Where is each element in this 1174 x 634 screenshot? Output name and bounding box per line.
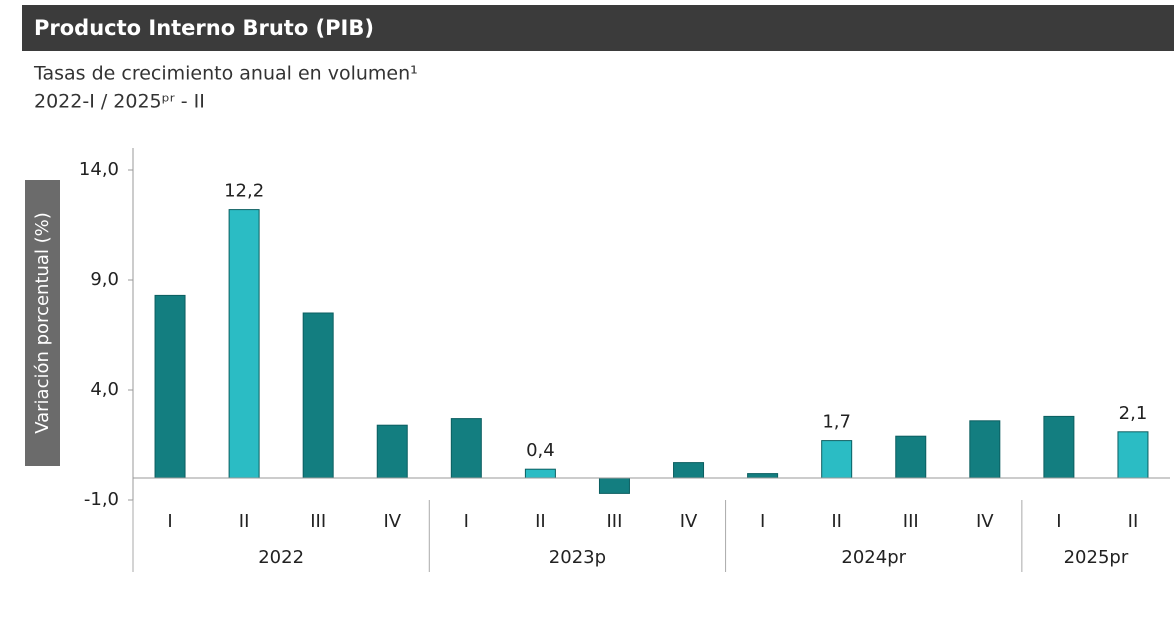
data-label: 12,2: [224, 181, 264, 202]
x-tick-label: I: [1056, 511, 1061, 532]
bar: [895, 435, 927, 479]
title-bar: [22, 5, 1174, 51]
x-tick-label: I: [760, 511, 765, 532]
bar: [821, 440, 853, 479]
bar: [450, 418, 482, 479]
bar: [1117, 431, 1149, 479]
group-label: 2024pr: [841, 547, 906, 568]
data-label: 2,1: [1119, 403, 1148, 424]
y-tick-label: 14,0: [79, 159, 119, 180]
data-label: 1,7: [822, 412, 851, 433]
y-axis-label: Variación porcentual (%): [32, 212, 53, 434]
x-tick-label: I: [464, 511, 469, 532]
x-tick-label: IV: [680, 511, 698, 532]
y-tick-label: 4,0: [90, 379, 119, 400]
group-label: 2022: [258, 547, 304, 568]
subtitle: 2022-I / 2025ᵖʳ - II: [34, 91, 205, 113]
group-label: 2023p: [549, 547, 606, 568]
bar: [1043, 415, 1075, 479]
bar: [524, 468, 556, 479]
x-tick-label: II: [239, 511, 250, 532]
y-tick-label: -1,0: [84, 489, 119, 510]
bar: [228, 209, 260, 479]
x-tick-label: II: [831, 511, 842, 532]
chart-title: Producto Interno Bruto (PIB): [34, 16, 374, 40]
x-tick-label: II: [1128, 511, 1139, 532]
y-tick-label: 9,0: [90, 269, 119, 290]
x-tick-label: II: [535, 511, 546, 532]
x-tick-label: IV: [383, 511, 401, 532]
x-tick-label: III: [606, 511, 622, 532]
group-label: 2025pr: [1064, 547, 1129, 568]
bar: [747, 473, 779, 479]
bar: [154, 294, 186, 479]
subtitle: Tasas de crecimiento anual en volumen¹: [33, 63, 418, 85]
x-tick-label: III: [310, 511, 326, 532]
x-tick-label: I: [167, 511, 172, 532]
bar: [376, 424, 408, 479]
data-label: 0,4: [526, 440, 555, 461]
bar: [598, 477, 630, 494]
bar: [673, 462, 705, 479]
y-label-box: [25, 180, 60, 466]
bar: [302, 312, 334, 479]
x-tick-label: III: [903, 511, 919, 532]
x-tick-label: IV: [976, 511, 994, 532]
bar: [969, 420, 1001, 479]
